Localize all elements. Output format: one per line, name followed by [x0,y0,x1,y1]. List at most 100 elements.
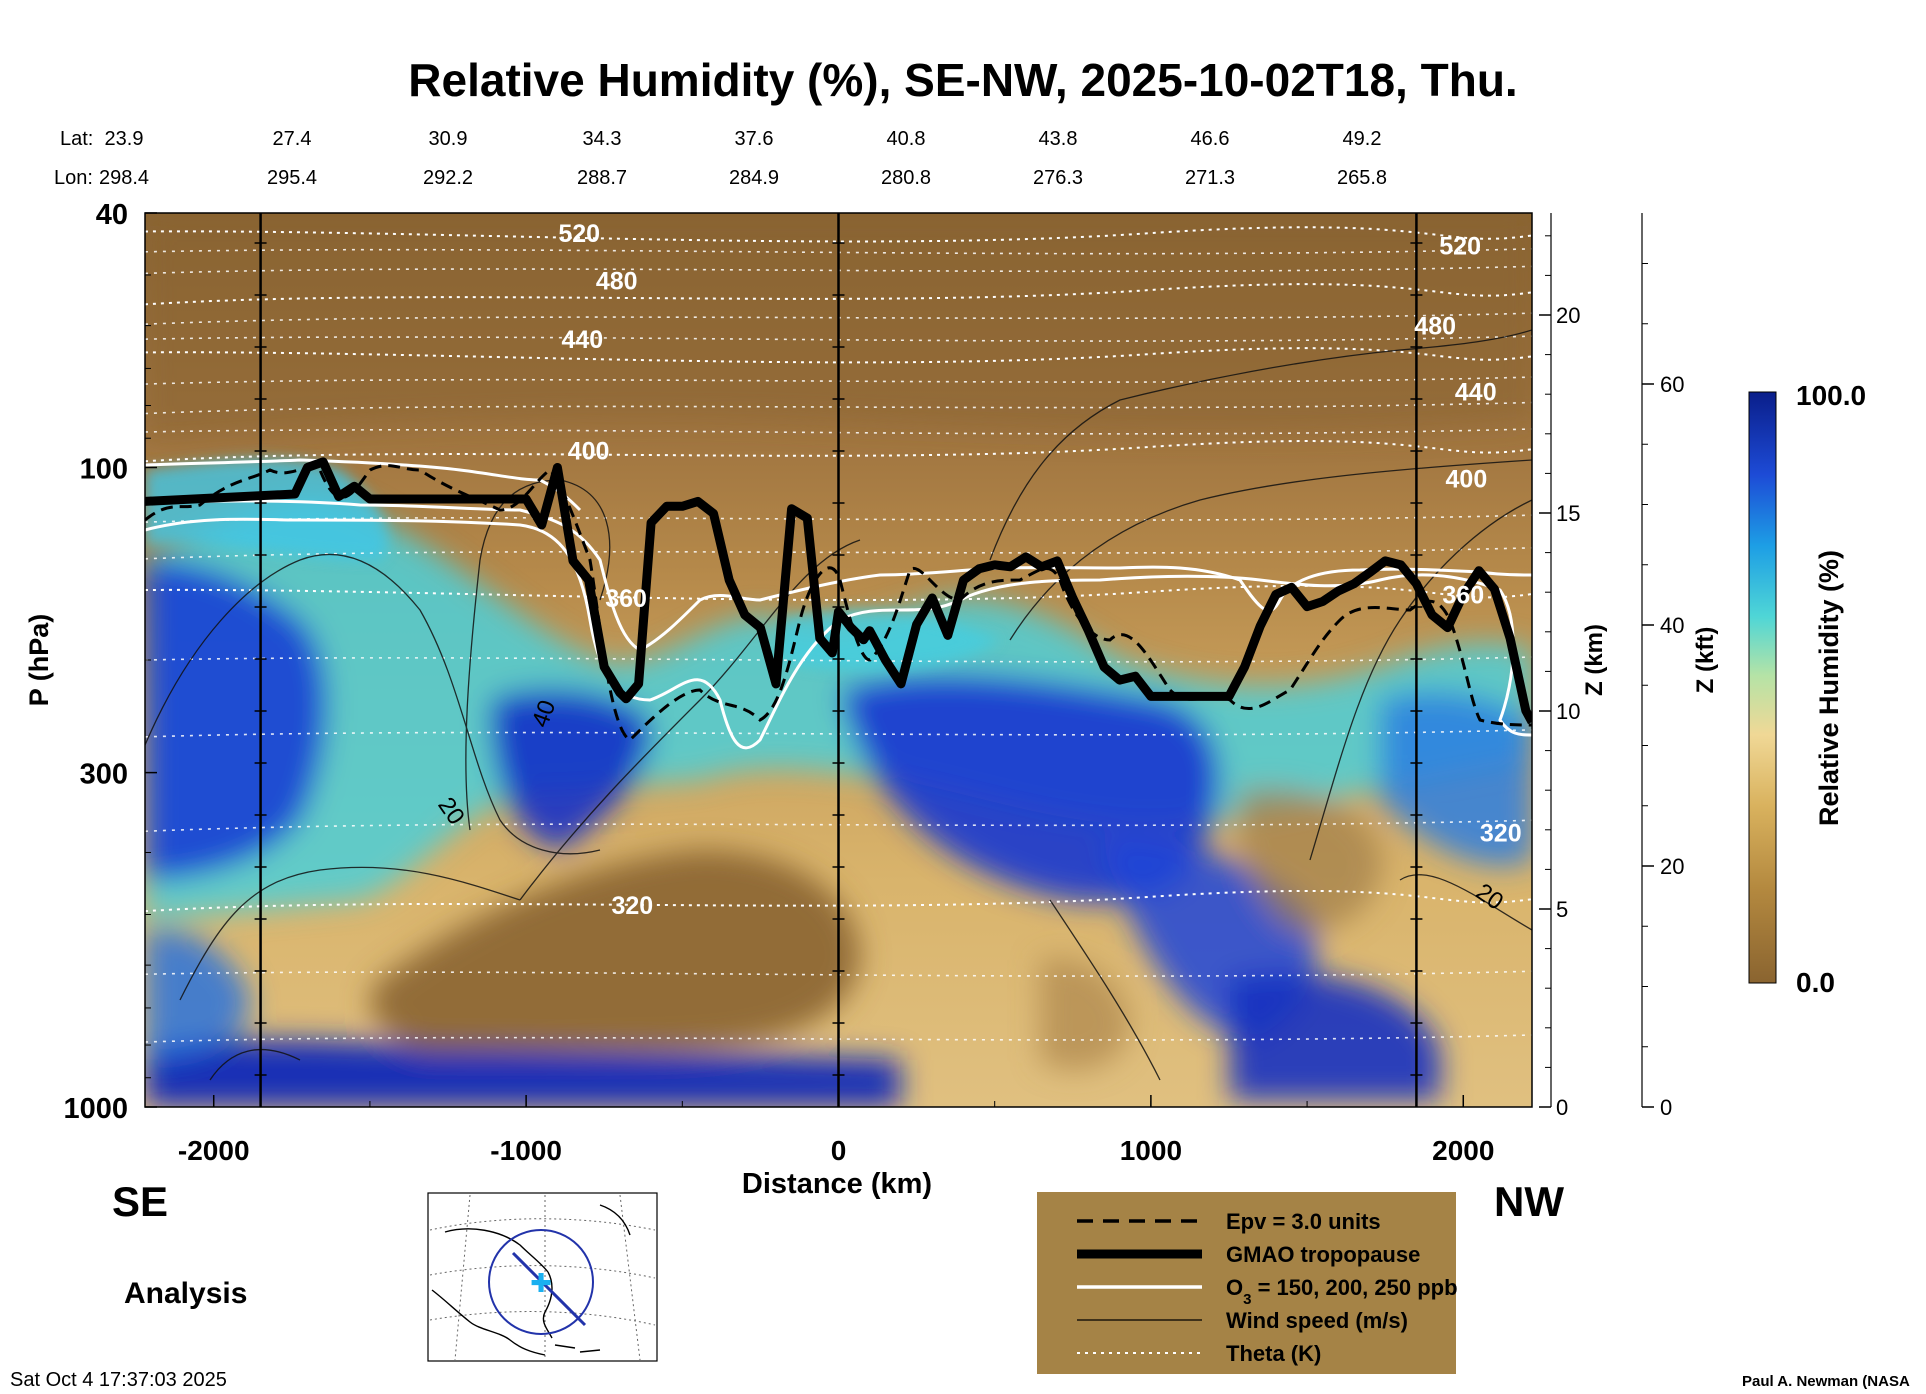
z-km-tick-label: 10 [1556,699,1580,724]
theta-contour [145,226,1532,243]
ozone-contour-250 [145,458,582,512]
y-axis-label: P (hPa) [24,614,54,707]
lon-value: 295.4 [267,167,317,189]
lat-value: 46.6 [1191,128,1230,150]
lon-value: 292.2 [423,167,473,189]
theta-label: 520 [1439,233,1481,261]
theta-label: 520 [558,220,600,248]
inset-map-coast-east [542,1271,553,1339]
theta-label: 320 [1480,819,1522,847]
moist-region-mid-left [490,689,652,850]
colorbar-max-label: 100.0 [1796,380,1866,411]
moist-region-left-column [145,560,327,880]
lat-row-label: Lat: [60,128,93,150]
lat-value: 27.4 [273,128,312,150]
z-kft-tick-label: 0 [1660,1095,1672,1120]
inset-map-transect-line [511,1251,587,1327]
wind-contour-right-3 [1309,499,1532,861]
z-kft-axis: 0 20 40 60 [1641,213,1684,1120]
colorbar: 100.0 0.0 Relative Humidity (%) [1748,380,1866,998]
moist-region-right-mid [1380,691,1532,866]
inset-map-coastlines [431,1204,631,1356]
p-tick-label: 1000 [63,1093,128,1125]
theta-contour [145,889,1532,913]
x-tick-label: -2000 [178,1135,250,1166]
z-kft-tick-label: 40 [1660,613,1684,638]
dry-region-center [370,850,860,1050]
inset-map-caribbean [554,1344,601,1353]
colorbar-title: Relative Humidity (%) [1814,550,1844,826]
wind-contour-20-left [145,553,601,855]
x-tick-label: 1000 [1120,1135,1182,1166]
lat-value: 43.8 [1039,128,1078,150]
moist-edge-high-left [145,458,388,560]
lon-value: 271.3 [1185,167,1235,189]
z-kft-tick-label: 20 [1660,854,1684,879]
theta-contour [145,347,1532,364]
inset-map-coast-west [431,1289,546,1356]
nw-direction-label: NW [1494,1178,1564,1225]
credit: Paul A. Newman (NASA [1742,1373,1910,1390]
wind-contour-20-right [1399,874,1532,931]
moist-region-right-lower [1230,973,1440,1100]
inset-map-coast-north [444,1228,549,1273]
wind-contour-lower-left [179,866,521,1001]
theta-label: 400 [1446,465,1488,493]
wind-contour-bottom-left [209,1048,301,1081]
theta-label: 480 [596,267,638,295]
theta-label: 360 [1442,582,1484,610]
lat-value: 30.9 [429,128,468,150]
inset-map-parallel-2 [429,1265,656,1279]
dry-region-right-tongue [1237,787,1382,932]
lon-value: 298.4 [99,167,149,189]
theta-label: 480 [1414,313,1456,341]
lat-value: 34.3 [583,128,622,150]
analysis-label: Analysis [124,1277,247,1310]
theta-label: 440 [1455,378,1497,406]
inset-map: ✚ [427,1192,658,1362]
p-tick-label: 300 [80,759,128,791]
theta-label: 320 [611,892,653,920]
lon-row-label: Lon: [54,167,93,189]
z-km-axis-label: Z (km) [1581,624,1608,696]
lat-value: 23.9 [105,128,144,150]
lon-value: 288.7 [577,167,627,189]
moist-region-lower-left [145,928,250,1060]
dry-region-lower-right [1040,958,1130,1070]
lat-lon-header: 23.9 27.4 30.9 34.3 37.6 40.8 43.8 46.6 49.2 298.… [99,128,1387,189]
colorbar-min-label: 0.0 [1796,967,1835,998]
x-tick-label: -1000 [490,1135,562,1166]
moist-region-boundary-layer [145,1039,900,1107]
wind-contour-jet-core [519,539,861,901]
z-km-tick-label: 5 [1556,897,1568,922]
lat-value: 49.2 [1343,128,1382,150]
wind-contour-right-2 [1009,459,1532,641]
epv-line [145,464,1532,742]
lon-value: 280.8 [881,167,931,189]
x-tick-label: 0 [831,1135,847,1166]
pressure-axis: 40 100 300 1000 [63,199,157,1125]
theta-label: 440 [561,326,603,354]
inset-map-parallel-3 [429,1311,656,1326]
lon-value: 265.8 [1337,167,1387,189]
vertical-reference-lines [254,213,1423,1107]
inset-map-range-circle [488,1229,594,1335]
z-km-axis: 0 5 10 15 20 [1539,213,1580,1120]
colorbar-gradient [1748,391,1777,984]
theta-contour [145,584,1532,602]
x-axis: -2000 -1000 0 1000 2000 [178,1095,1494,1166]
wind-contour-right-1 [989,329,1532,561]
x-tick-label: 2000 [1432,1135,1494,1166]
legend-label: Theta (K) [1226,1341,1321,1366]
z-km-tick-label: 0 [1556,1095,1568,1120]
ozone-contour-200 [145,499,1532,652]
z-km-tick-label: 15 [1556,501,1580,526]
lat-value: 40.8 [887,128,926,150]
gmao-tropopause-line [145,457,1532,725]
wind-contour-40-left [465,479,611,831]
p-tick-label: 40 [96,199,128,231]
theta-label: 400 [568,437,610,465]
theta-label: 360 [605,585,647,613]
